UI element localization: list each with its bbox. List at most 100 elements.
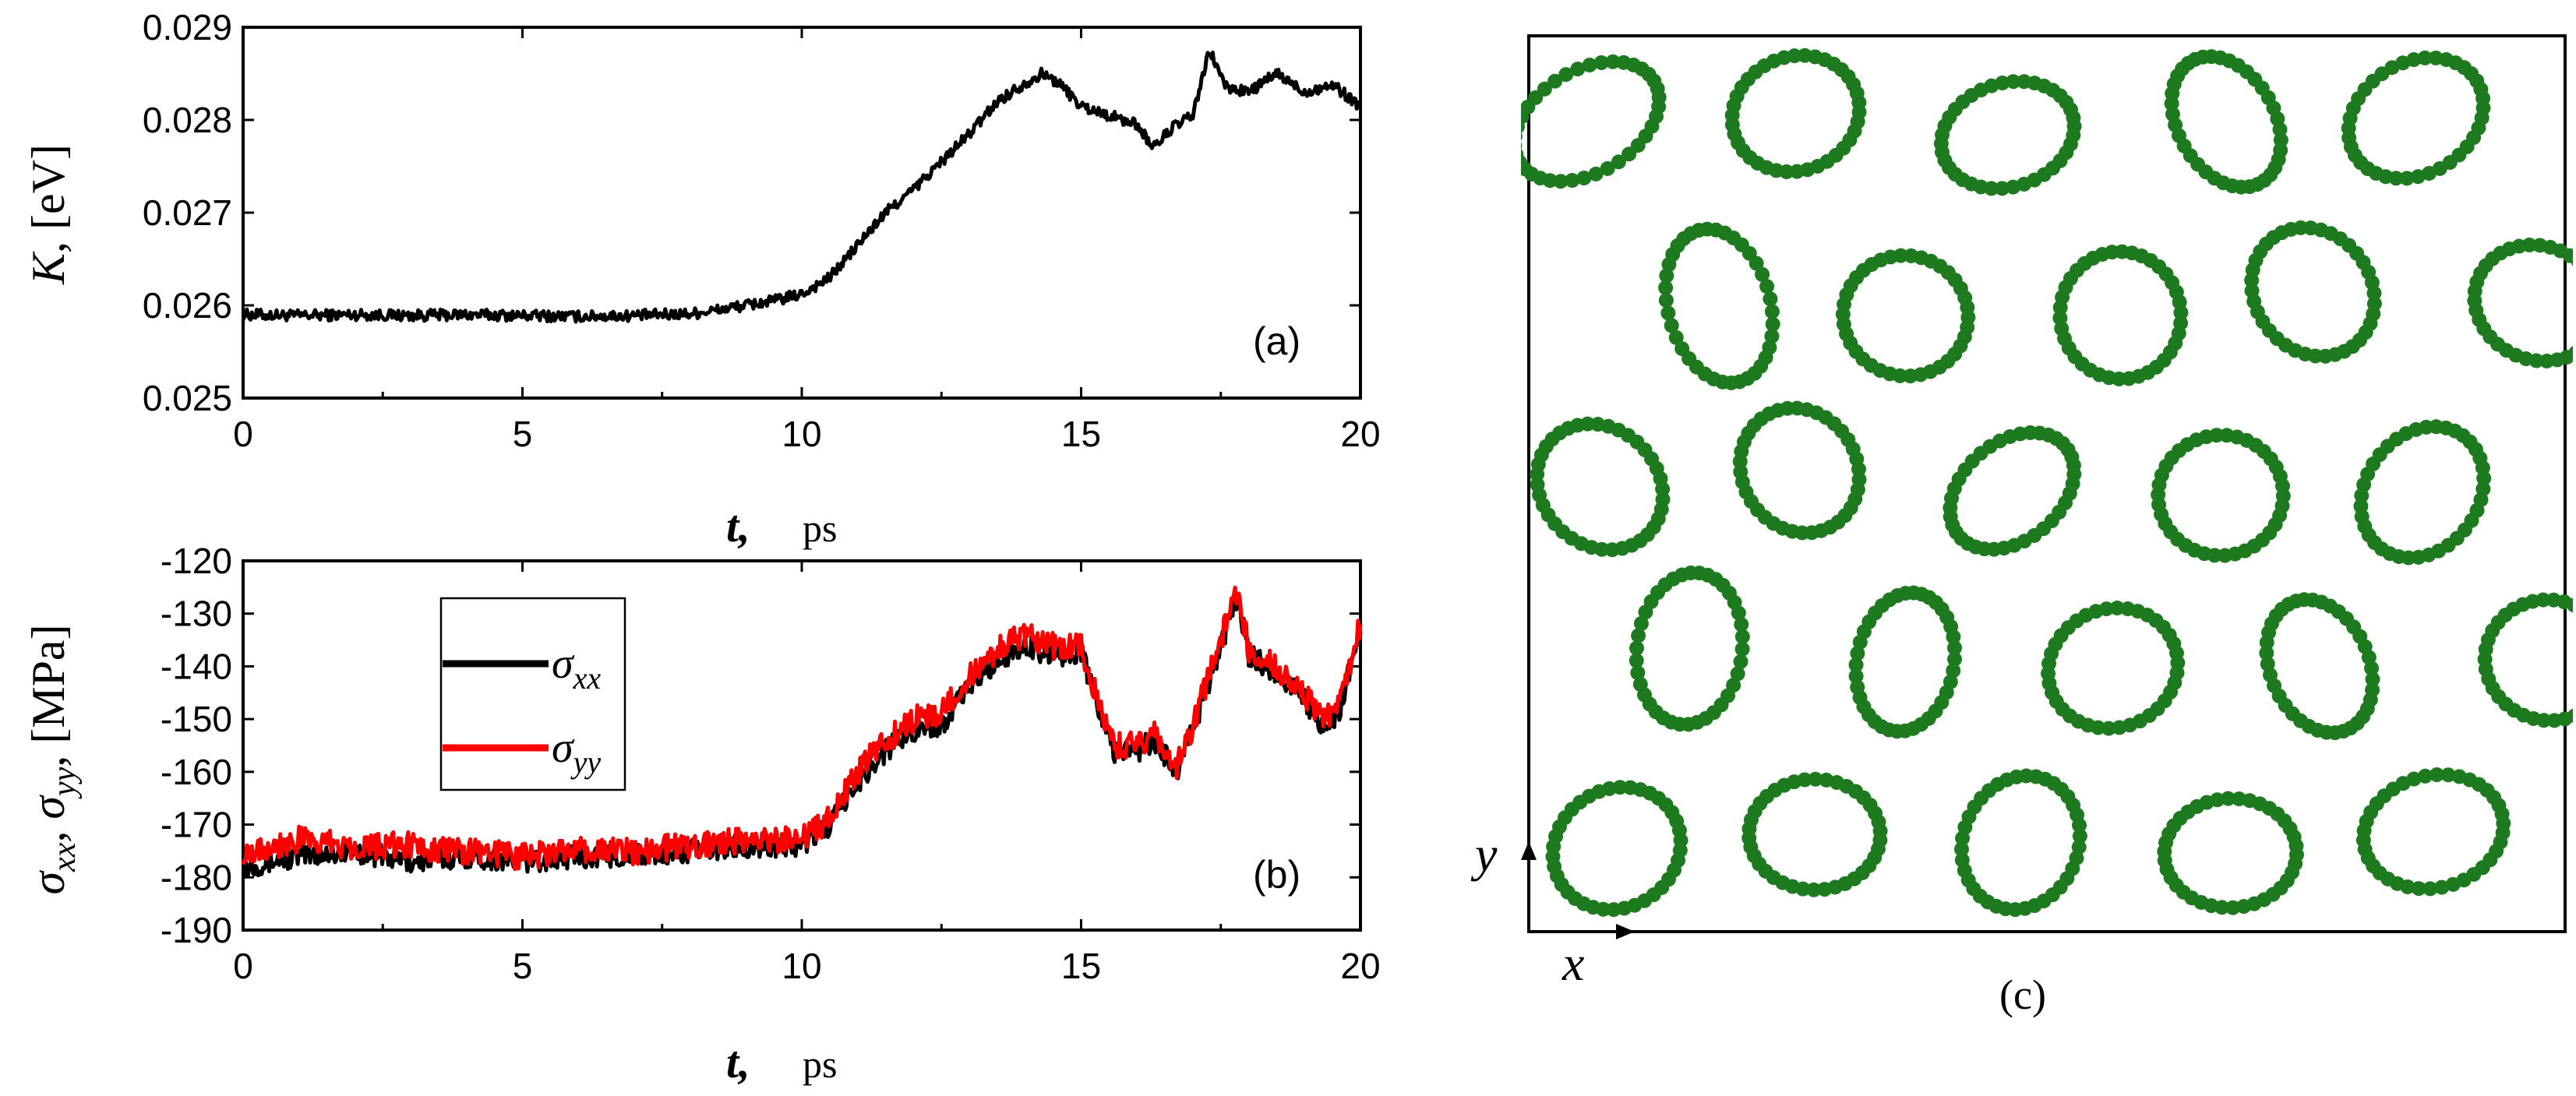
bead (2221, 791, 2236, 806)
ring (2259, 592, 2380, 741)
bead (1530, 477, 1545, 492)
ring (2341, 50, 2491, 186)
bead (2353, 499, 2369, 514)
y-tick-label: -160 (161, 752, 232, 792)
bead (1817, 882, 1833, 897)
panel-c-letter: (c) (1999, 971, 2046, 1018)
bead (1611, 154, 1626, 170)
panel-c-rings (1521, 48, 2573, 918)
bead (1755, 266, 1770, 282)
bead (1806, 882, 1822, 897)
bead (2048, 693, 2064, 709)
ring (1658, 221, 1780, 390)
bead (2098, 601, 2114, 617)
bead (1797, 772, 1812, 788)
bead (2225, 900, 2241, 915)
bead (1850, 679, 1865, 695)
y-tick-label: -140 (161, 646, 232, 686)
y-tick-label: -130 (161, 594, 232, 634)
bead (2044, 513, 2059, 529)
panel-b-ylabel: σxx, σyy, [MPa] (23, 624, 83, 894)
bead (1734, 641, 1750, 657)
ring (2353, 419, 2492, 566)
bead (1749, 255, 1764, 271)
bead (1764, 304, 1780, 319)
ring (1848, 585, 1963, 739)
bead (1947, 651, 1963, 667)
bead (1604, 542, 1620, 558)
bead (2418, 768, 2433, 784)
x-tick-label: 5 (513, 946, 533, 986)
bead (2101, 721, 2116, 736)
x-tick-label: 5 (513, 414, 533, 454)
bead (2539, 353, 2555, 368)
bead (2183, 148, 2198, 164)
x-tick-label: 0 (233, 946, 253, 986)
bead (2365, 671, 2380, 687)
bead (1763, 291, 1778, 307)
bead (1570, 62, 1586, 77)
rings-group (1521, 48, 2573, 918)
x-tick-label: 10 (782, 946, 821, 986)
bead (1655, 481, 1671, 497)
bead (2521, 238, 2537, 253)
bead (2406, 52, 2422, 68)
panel-b-letter: (b) (1253, 853, 1300, 897)
bead (1851, 461, 1866, 477)
panel-a-xlabel-var: t, (726, 501, 750, 552)
bead (2567, 597, 2573, 613)
ring (2355, 767, 2511, 897)
ring (1530, 416, 1671, 558)
bead (2209, 428, 2225, 443)
bead (2244, 283, 2260, 298)
x-tick-label: 20 (1340, 414, 1380, 454)
bead (1582, 58, 1597, 73)
bead (1565, 173, 1580, 189)
panel-b-x-ticks: 0 5 10 15 20 (233, 561, 1381, 986)
panel-a-plot-area (241, 51, 1363, 324)
bead (1612, 780, 1628, 795)
bead (1848, 668, 1864, 684)
bead (1664, 318, 1679, 333)
legend-box (439, 597, 626, 791)
bead (1759, 279, 1775, 294)
panel-b-xlabel-var: t, (726, 1037, 750, 1087)
bead (1553, 174, 1569, 189)
y-tick-label: -170 (161, 805, 232, 845)
bead (1903, 368, 1918, 384)
bead (1629, 640, 1645, 656)
panel-b-plot-area (241, 585, 1363, 879)
ring (2157, 791, 2304, 915)
bead (1521, 161, 1533, 177)
ring (1933, 74, 2082, 196)
bead (1560, 884, 1576, 900)
x-arrowhead (1616, 924, 1635, 939)
panel-b-legend: σxx σyy (439, 597, 626, 791)
panel-a-y-ticks: 0.025 0.026 0.027 0.028 0.029 (143, 7, 1360, 418)
axis-y-label: y (1470, 826, 1498, 882)
bead (1848, 657, 1864, 673)
bead (2260, 656, 2275, 671)
bead (1600, 160, 1615, 176)
bead (1576, 170, 1592, 185)
ring (1741, 771, 1888, 897)
x-tick-label: 10 (782, 414, 821, 454)
bead (1946, 629, 1961, 645)
panel-a-letter: (a) (1253, 319, 1300, 363)
bead (1730, 666, 1745, 682)
y-tick-label: 0.026 (143, 285, 232, 326)
bead (2422, 881, 2438, 897)
bead (2429, 767, 2444, 783)
panel-a-ylabel-var: K (23, 251, 74, 285)
bead (1630, 665, 1646, 681)
y-tick-label: 0.028 (143, 100, 232, 140)
bead (1631, 628, 1646, 643)
bead (2360, 851, 2376, 866)
x-tick-label: 0 (233, 414, 253, 454)
legend-label-sxx: σxx (552, 640, 601, 696)
bead (1893, 248, 1908, 263)
bead (1819, 153, 1835, 169)
bead (2518, 351, 2534, 367)
bead (1850, 646, 1865, 661)
